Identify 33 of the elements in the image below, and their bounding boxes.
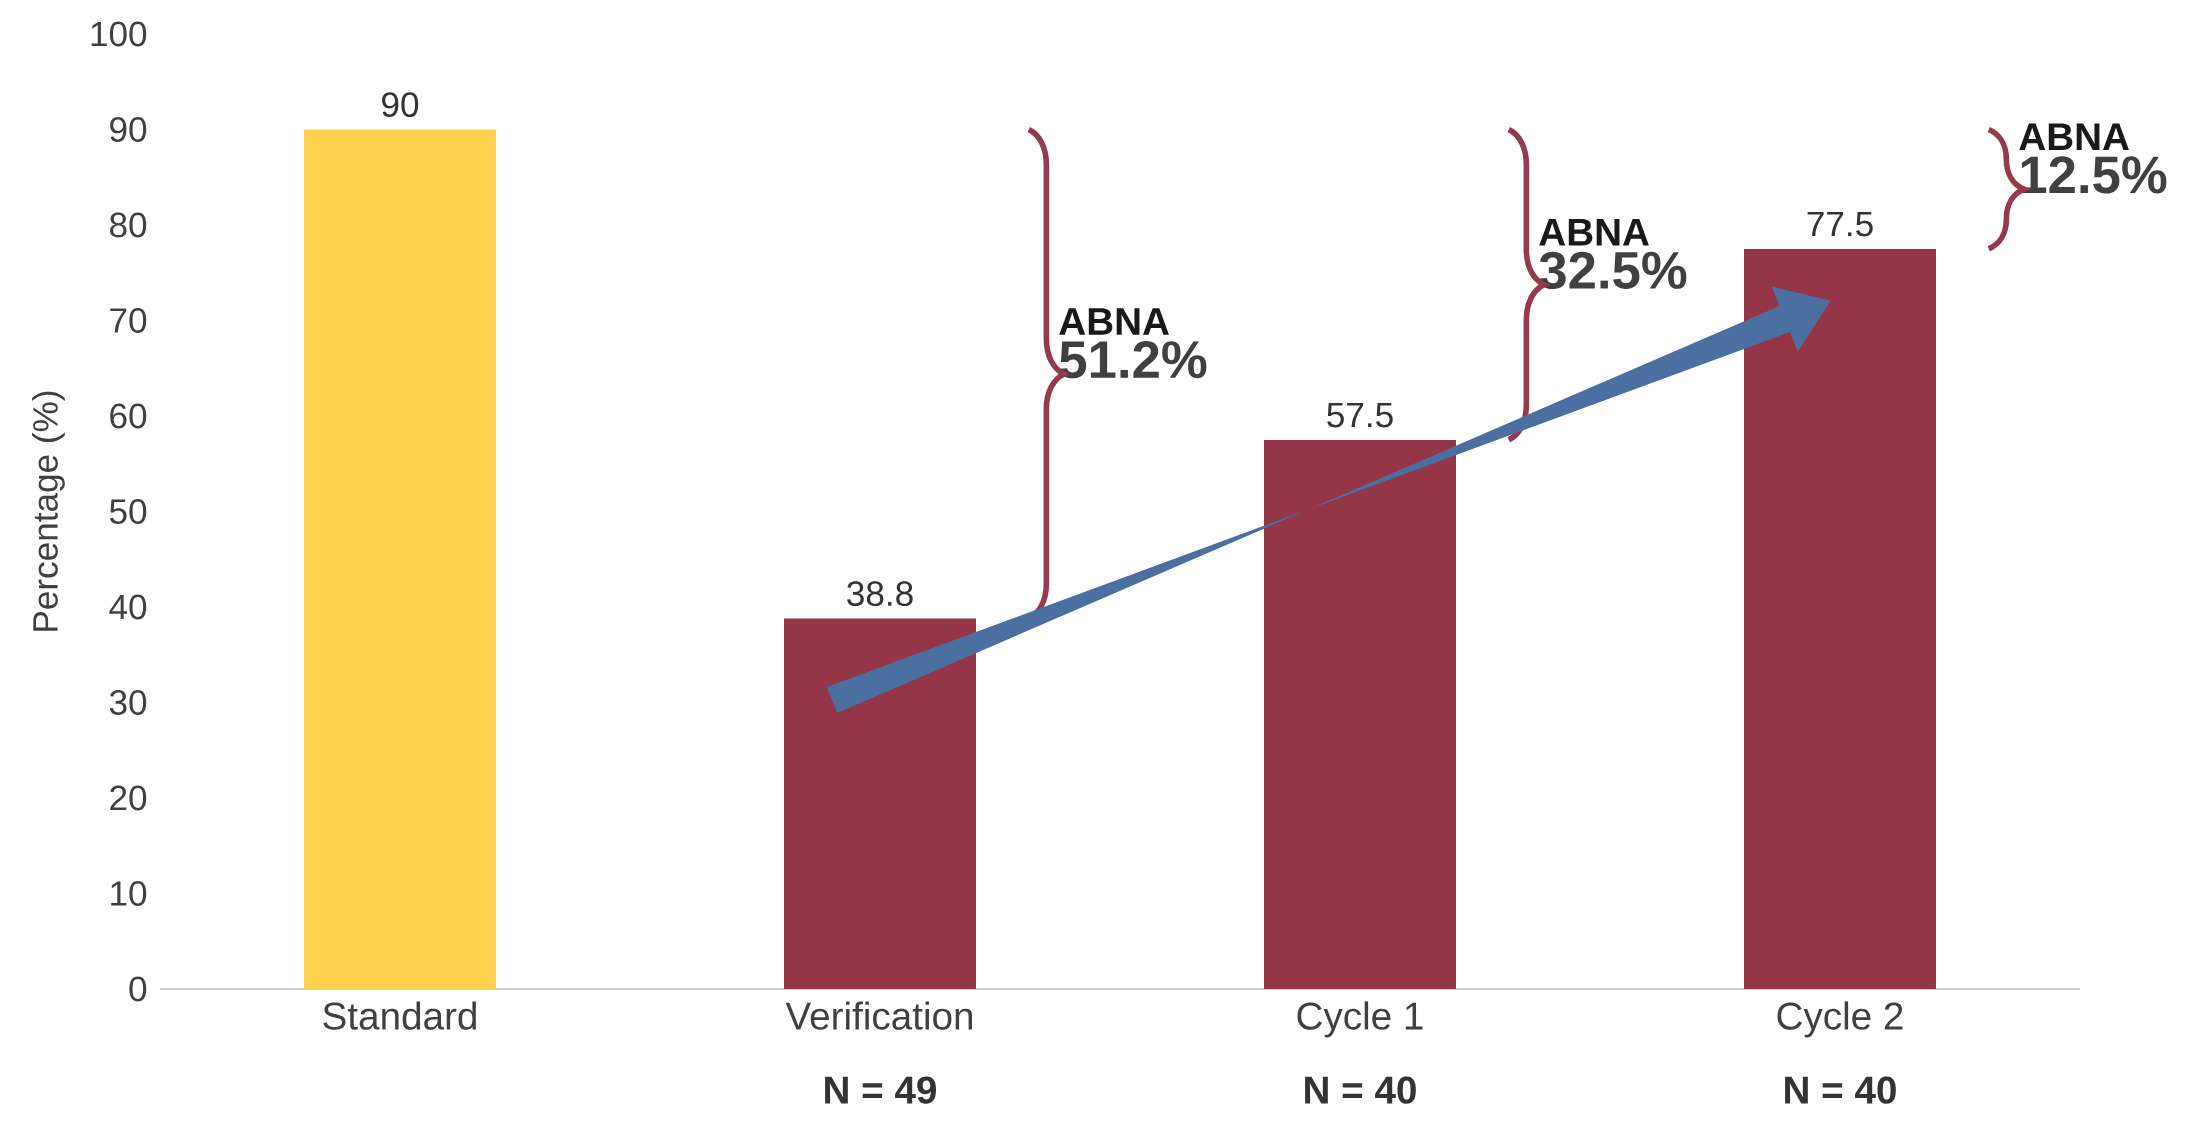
bar <box>304 129 496 990</box>
y-tick-label: 70 <box>110 308 147 333</box>
annotation: 51.2% <box>1059 340 1207 379</box>
y-tick-label: 60 <box>110 403 147 429</box>
x-tick-label: Cycle 1 <box>1297 1001 1423 1038</box>
data-label: 57.5 <box>1327 402 1393 428</box>
y-tick-label: 100 <box>91 21 147 47</box>
text: N = 40 <box>1785 1076 1896 1104</box>
y-tick-label: 90 <box>110 117 147 142</box>
text: N = 40 <box>1305 1076 1416 1104</box>
y-axis-title: Percentage (%) <box>32 391 65 631</box>
y-tick-label: 10 <box>111 881 147 906</box>
y-tick-label: 20 <box>110 785 147 811</box>
bar <box>784 618 976 990</box>
annotation: ABNA <box>1539 218 1649 246</box>
data-label: 77.5 <box>1807 211 1873 237</box>
annotation: ABNA <box>2019 123 2129 150</box>
data-label: 38.8 <box>847 581 913 607</box>
y-tick-label: 0 <box>129 976 147 1002</box>
y-tick-label: 30 <box>109 690 147 715</box>
x-tick-label: Standard <box>323 1001 476 1030</box>
bar <box>1264 439 1456 990</box>
annotation: ABNA <box>1059 308 1169 335</box>
annotation: 12.5% <box>2021 156 2167 194</box>
x-tick-label: Cycle 2 <box>1777 1001 1903 1038</box>
bar <box>1743 248 1936 990</box>
text: N = 49 <box>825 1076 937 1104</box>
data-label: 90 <box>382 92 419 118</box>
y-tick-label: 40 <box>109 594 147 620</box>
x-tick-label: Verification <box>785 1001 972 1030</box>
y-tick-label: 80 <box>110 212 147 238</box>
annotation: 32.5% <box>1539 251 1687 290</box>
y-tick-label: 50 <box>109 499 147 524</box>
